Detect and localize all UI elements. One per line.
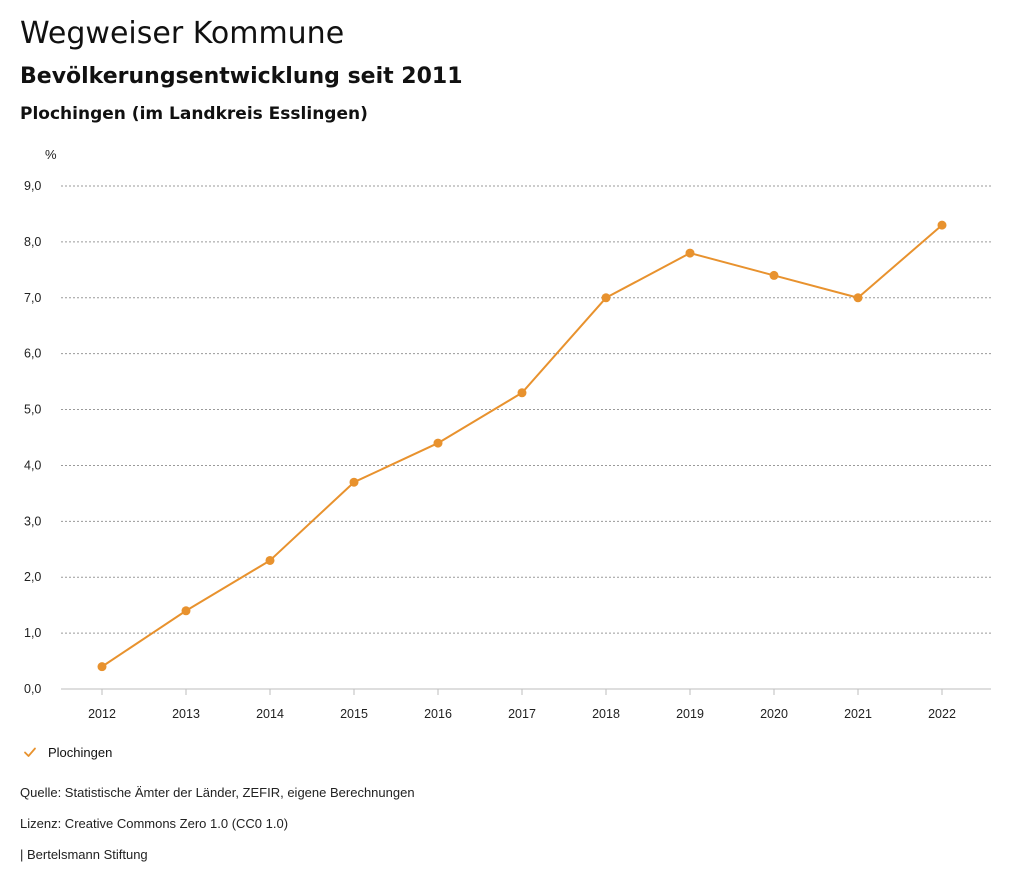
data-point bbox=[685, 248, 695, 258]
data-point bbox=[433, 438, 443, 448]
legend[interactable]: Plochingen bbox=[22, 744, 112, 760]
data-point bbox=[517, 388, 527, 398]
source-note: Quelle: Statistische Ämter der Länder, Z… bbox=[20, 785, 415, 800]
y-tick-label: 3,0 bbox=[24, 514, 41, 528]
license-note: Lizenz: Creative Commons Zero 1.0 (CC0 1… bbox=[20, 816, 289, 831]
data-point bbox=[265, 555, 275, 565]
y-tick-label: 7,0 bbox=[24, 291, 41, 305]
y-tick-label: 9,0 bbox=[24, 179, 41, 193]
data-point bbox=[601, 293, 611, 303]
x-tick-label: 2021 bbox=[844, 707, 872, 721]
x-tick-label: 2014 bbox=[256, 707, 284, 721]
data-point bbox=[349, 477, 359, 487]
y-axis-label: % bbox=[45, 147, 57, 162]
y-tick-label: 0,0 bbox=[24, 682, 41, 696]
y-tick-label: 6,0 bbox=[24, 347, 41, 361]
data-point bbox=[937, 220, 947, 230]
x-tick-label: 2016 bbox=[424, 707, 452, 721]
y-tick-label: 8,0 bbox=[24, 235, 41, 249]
data-point bbox=[97, 662, 107, 672]
line-chart: % 0,0 1,0 2,0 3,0 4,0 5,0 6,0 7,0 8,0 9,0 2012 2013 2… bbox=[24, 147, 991, 721]
credit-note: | Bertelsmann Stiftung bbox=[20, 847, 148, 862]
series-line-plochingen bbox=[101, 224, 943, 668]
x-tick-label: 2019 bbox=[676, 707, 704, 721]
data-point bbox=[181, 606, 191, 616]
x-tick-label: 2020 bbox=[760, 707, 788, 721]
x-tick-label: 2015 bbox=[340, 707, 368, 721]
x-tick-label: 2012 bbox=[88, 707, 116, 721]
x-tick-label: 2017 bbox=[508, 707, 536, 721]
data-point bbox=[853, 293, 863, 303]
y-tick-label: 1,0 bbox=[24, 626, 41, 640]
y-tick-label: 4,0 bbox=[24, 458, 41, 472]
x-tick-label: 2022 bbox=[928, 707, 956, 721]
data-point bbox=[769, 270, 779, 280]
page-title: Wegweiser Kommune bbox=[20, 16, 345, 51]
y-tick-label: 2,0 bbox=[24, 570, 41, 584]
legend-label: Plochingen bbox=[48, 744, 113, 760]
region-label: Plochingen (im Landkreis Esslingen) bbox=[20, 104, 368, 124]
x-tick-label: 2013 bbox=[172, 707, 200, 721]
chart-subtitle: Bevölkerungsentwicklung seit 2011 bbox=[20, 64, 463, 89]
y-tick-label: 5,0 bbox=[24, 403, 41, 417]
x-tick-label: 2018 bbox=[592, 707, 620, 721]
check-icon bbox=[24, 747, 36, 757]
